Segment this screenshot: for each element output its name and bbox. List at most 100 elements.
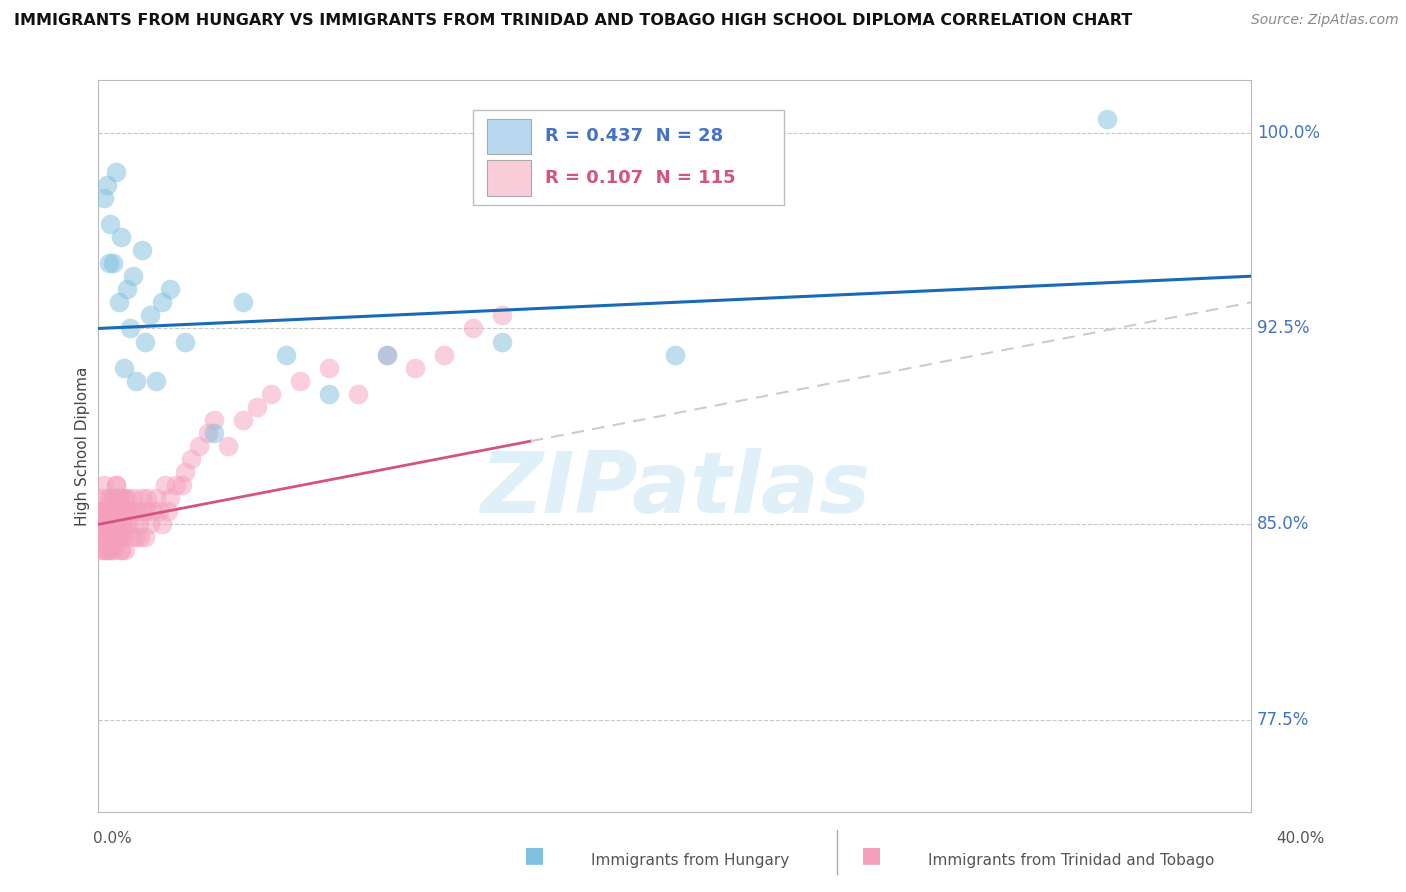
Text: Source: ZipAtlas.com: Source: ZipAtlas.com: [1251, 13, 1399, 28]
Point: [103, 517, 125, 532]
Point: [104, 531, 127, 545]
Point: [112, 504, 135, 518]
Point: [89, 504, 111, 518]
Point: [101, 543, 124, 558]
Point: [96, 517, 118, 532]
Point: [145, 374, 167, 388]
Point: [153, 478, 176, 492]
Point: [1097, 112, 1119, 127]
Point: [463, 321, 485, 335]
Text: IMMIGRANTS FROM HUNGARY VS IMMIGRANTS FROM TRINIDAD AND TOBAGO HIGH SCHOOL DIPLO: IMMIGRANTS FROM HUNGARY VS IMMIGRANTS FR…: [14, 13, 1132, 29]
Point: [114, 504, 136, 518]
Point: [100, 517, 122, 532]
Point: [159, 491, 181, 506]
Point: [105, 531, 128, 545]
Point: [110, 230, 132, 244]
Text: ■: ■: [524, 845, 544, 864]
Point: [94, 531, 117, 545]
Point: [122, 491, 145, 506]
Point: [108, 531, 131, 545]
Point: [112, 360, 135, 375]
Point: [217, 439, 239, 453]
Point: [96, 517, 118, 532]
Point: [318, 360, 340, 375]
Point: [202, 425, 225, 440]
Point: [134, 531, 156, 545]
Point: [111, 517, 134, 532]
Text: 92.5%: 92.5%: [1257, 319, 1309, 337]
Point: [91, 504, 114, 518]
Point: [90, 531, 112, 545]
Point: [98, 504, 121, 518]
Text: ZIPatlas: ZIPatlas: [479, 449, 870, 532]
Point: [112, 491, 135, 506]
Point: [94, 517, 117, 532]
Point: [664, 348, 686, 362]
Point: [120, 321, 142, 335]
Text: Immigrants from Trinidad and Tobago: Immigrants from Trinidad and Tobago: [928, 854, 1215, 868]
Point: [122, 269, 145, 284]
Point: [105, 478, 128, 492]
Point: [125, 374, 148, 388]
Point: [125, 531, 148, 545]
Point: [405, 360, 427, 375]
Point: [433, 348, 456, 362]
Point: [100, 517, 122, 532]
Point: [107, 295, 129, 310]
Point: [98, 504, 121, 518]
Text: 40.0%: 40.0%: [1277, 831, 1324, 846]
Point: [97, 491, 120, 506]
Point: [110, 504, 132, 518]
Point: [112, 491, 135, 506]
Point: [101, 504, 124, 518]
Point: [94, 531, 117, 545]
Point: [107, 491, 129, 506]
Point: [100, 504, 122, 518]
Point: [117, 491, 139, 506]
Point: [197, 425, 219, 440]
Point: [165, 478, 187, 492]
Point: [159, 282, 181, 296]
Text: ■: ■: [862, 845, 882, 864]
Point: [115, 517, 138, 532]
Point: [136, 491, 159, 506]
Point: [97, 256, 120, 270]
Point: [491, 334, 513, 349]
Y-axis label: High School Diploma: High School Diploma: [75, 367, 90, 525]
Point: [318, 386, 340, 401]
Point: [290, 374, 312, 388]
Point: [93, 191, 115, 205]
Point: [174, 334, 197, 349]
Point: [97, 491, 120, 506]
Point: [120, 517, 142, 532]
Point: [93, 504, 115, 518]
Point: [129, 531, 152, 545]
Point: [101, 504, 124, 518]
Point: [96, 178, 118, 192]
Text: R = 0.107  N = 115: R = 0.107 N = 115: [544, 169, 735, 187]
Point: [90, 491, 112, 506]
Point: [90, 504, 112, 518]
Point: [105, 517, 128, 532]
Point: [131, 243, 153, 257]
Point: [93, 543, 115, 558]
Point: [124, 504, 146, 518]
Point: [93, 543, 115, 558]
Point: [142, 504, 165, 518]
Point: [150, 517, 173, 532]
Point: [103, 517, 125, 532]
Text: 100.0%: 100.0%: [1257, 123, 1320, 142]
Point: [107, 531, 129, 545]
Point: [108, 504, 131, 518]
Point: [108, 491, 131, 506]
Point: [202, 413, 225, 427]
Point: [170, 478, 193, 492]
Point: [103, 491, 125, 506]
Point: [156, 504, 179, 518]
Point: [131, 491, 153, 506]
Point: [150, 295, 173, 310]
Point: [118, 504, 141, 518]
Point: [98, 531, 121, 545]
Point: [104, 164, 127, 178]
Text: 0.0%: 0.0%: [93, 831, 132, 846]
